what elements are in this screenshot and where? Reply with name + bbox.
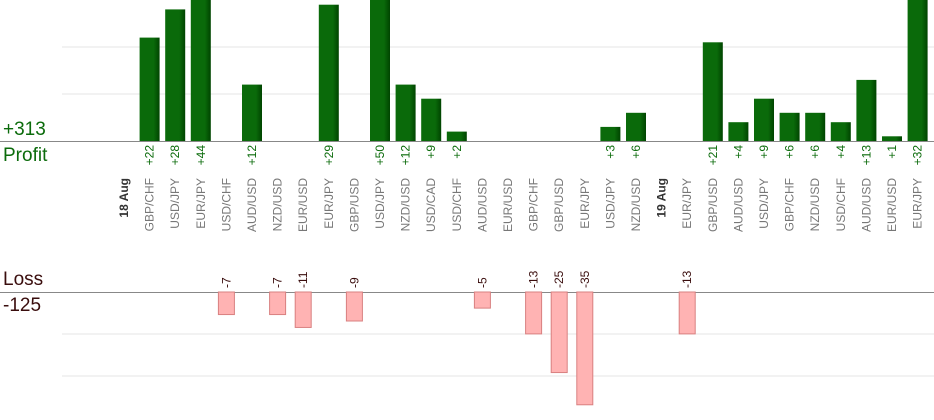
loss-value-label: -11 bbox=[296, 271, 310, 288]
category-label: AUD/USD bbox=[731, 178, 745, 232]
profit-bar bbox=[318, 4, 339, 142]
category-label: EUR/USD bbox=[296, 178, 310, 232]
category-label: EUR/JPY bbox=[194, 178, 208, 229]
loss-bar bbox=[269, 291, 287, 316]
loss-bar bbox=[345, 291, 363, 322]
loss-value-label: -25 bbox=[552, 270, 566, 288]
loss-value-label: -5 bbox=[475, 277, 489, 288]
category-label: USD/JPY bbox=[373, 178, 387, 229]
category-label: NZD/USD bbox=[808, 178, 822, 232]
profit-value-label: +29 bbox=[322, 145, 336, 166]
profit-value-label: +32 bbox=[911, 145, 925, 166]
profit-bar bbox=[754, 98, 774, 141]
profit-bar bbox=[805, 112, 826, 141]
date-marker-label: 18 Aug bbox=[117, 178, 131, 218]
profit-bars bbox=[139, 0, 928, 142]
profit-bar bbox=[626, 112, 646, 141]
category-label: AUD/USD bbox=[475, 178, 489, 232]
loss-value-label: -35 bbox=[578, 270, 592, 288]
category-label: USD/CAD bbox=[424, 178, 438, 232]
category-label: GBP/USD bbox=[347, 178, 361, 232]
loss-value-label: -7 bbox=[271, 277, 285, 288]
category-label: NZD/USD bbox=[629, 178, 643, 232]
category-label: GBP/CHF bbox=[783, 178, 797, 231]
category-label: USD/CHF bbox=[450, 178, 464, 231]
profit-value-label: +28 bbox=[168, 145, 182, 166]
category-label: EUR/USD bbox=[885, 178, 899, 232]
category-label: AUD/USD bbox=[245, 178, 259, 232]
category-label: USD/JPY bbox=[168, 178, 182, 229]
profit-label: Profit bbox=[3, 145, 48, 166]
category-label: USD/CHF bbox=[219, 178, 233, 231]
profit-bar bbox=[728, 122, 749, 141]
profit-bar bbox=[779, 112, 800, 141]
loss-value-label: -13 bbox=[680, 270, 694, 288]
category-label: USD/JPY bbox=[603, 178, 617, 229]
profit-bar bbox=[421, 98, 442, 141]
profit-value-label: +12 bbox=[399, 145, 413, 166]
profit-value-label: +6 bbox=[783, 145, 797, 159]
profit-bar bbox=[702, 42, 723, 141]
profit-value-label: +13 bbox=[859, 145, 873, 166]
profit-value-label: +2 bbox=[450, 145, 464, 159]
loss-value-label: -13 bbox=[527, 270, 541, 288]
category-label: GBP/USD bbox=[552, 178, 566, 232]
profit-value-label: +50 bbox=[373, 145, 387, 166]
loss-bar bbox=[217, 291, 235, 316]
bar-value-labels: +22 +28 +44-7+12-7 -11+29-9+50 +12 +9 +2-5 -13-… bbox=[143, 145, 925, 288]
category-label: EUR/JPY bbox=[322, 178, 336, 229]
profit-bar bbox=[370, 0, 390, 141]
profit-value-label: +6 bbox=[629, 145, 643, 159]
profit-bar bbox=[242, 84, 262, 141]
category-label: GBP/USD bbox=[706, 178, 720, 232]
category-label: EUR/JPY bbox=[911, 178, 925, 229]
loss-value-label: -9 bbox=[347, 277, 361, 288]
profit-bar bbox=[165, 9, 186, 142]
category-label: NZD/USD bbox=[399, 178, 413, 232]
profit-bar bbox=[190, 0, 211, 141]
category-label: GBP/CHF bbox=[527, 178, 541, 231]
loss-label: Loss bbox=[3, 269, 44, 290]
profit-bar bbox=[395, 84, 416, 141]
loss-bar bbox=[576, 291, 594, 406]
profit-value-label: +44 bbox=[194, 145, 208, 166]
profit-bar bbox=[856, 79, 877, 141]
category-label: GBP/CHF bbox=[143, 178, 157, 231]
profit-value-label: +9 bbox=[757, 145, 771, 159]
profit-value-label: +4 bbox=[731, 145, 745, 159]
profit-value-label: +12 bbox=[245, 145, 259, 166]
profit-bar bbox=[139, 37, 160, 141]
loss-bar bbox=[473, 291, 491, 309]
profit-bar bbox=[600, 126, 621, 141]
profit-value-label: +4 bbox=[834, 145, 848, 159]
category-label: AUD/USD bbox=[859, 178, 873, 232]
profit-value-label: +3 bbox=[603, 145, 617, 159]
profit-value-label: +1 bbox=[885, 145, 899, 159]
category-label: EUR/JPY bbox=[578, 178, 592, 229]
profit-total: +313 bbox=[3, 119, 46, 140]
category-labels: 18 Aug 19 Aug GBP/CHF USD/JPY EUR/JPY USD/CHF… bbox=[117, 178, 925, 232]
loss-bar bbox=[525, 291, 543, 335]
category-label: USD/CHF bbox=[834, 178, 848, 231]
loss-bar bbox=[550, 291, 568, 374]
profit-value-label: +22 bbox=[143, 145, 157, 166]
profit-value-label: +6 bbox=[808, 145, 822, 159]
loss-total: -125 bbox=[3, 295, 42, 316]
profit-value-label: +9 bbox=[424, 145, 438, 159]
category-label: EUR/USD bbox=[501, 178, 515, 232]
category-label: USD/JPY bbox=[757, 178, 771, 229]
profit-bar bbox=[446, 131, 467, 141]
date-marker-label: 19 Aug bbox=[655, 178, 669, 218]
category-label: NZD/USD bbox=[271, 178, 285, 232]
loss-bar bbox=[294, 291, 312, 328]
loss-bars bbox=[217, 291, 696, 406]
loss-value-label: -7 bbox=[219, 277, 233, 288]
profit-bar bbox=[830, 122, 851, 141]
profit-bar bbox=[882, 136, 902, 141]
profit-value-label: +21 bbox=[706, 145, 720, 166]
category-label: EUR/JPY bbox=[680, 178, 694, 229]
loss-bar bbox=[678, 291, 696, 335]
profit-bar bbox=[907, 0, 928, 141]
